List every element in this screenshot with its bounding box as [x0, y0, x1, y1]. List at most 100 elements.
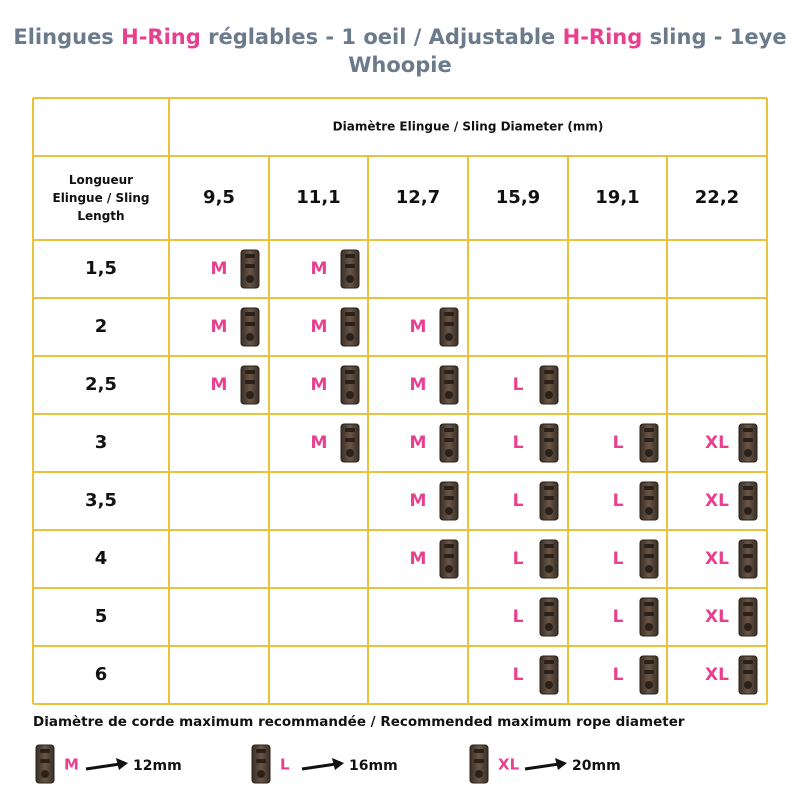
legend-size: M — [64, 756, 79, 774]
ring-slot — [743, 660, 753, 664]
ring-slot — [544, 544, 554, 548]
title-part: sling - 1eye — [642, 25, 786, 49]
ring-body — [738, 539, 758, 579]
h-ring-icon — [240, 249, 260, 289]
ring-body — [439, 365, 459, 405]
ring-slot — [743, 554, 753, 558]
ring-body — [539, 539, 559, 579]
size-label: M — [211, 317, 228, 337]
ring-eye — [744, 565, 752, 573]
h-ring-icon — [439, 423, 459, 463]
size-label: M — [311, 375, 328, 395]
ring-body — [738, 597, 758, 637]
size-label: M — [311, 317, 328, 337]
ring-slot — [743, 438, 753, 442]
column-header: 11,1 — [296, 187, 340, 208]
size-label: XL — [705, 433, 729, 453]
legend-arrowhead — [116, 758, 128, 770]
ring-slot — [345, 312, 355, 316]
ring-slot — [743, 428, 753, 432]
h-ring-icon — [240, 307, 260, 347]
ring-eye — [645, 565, 653, 573]
legend-value: 16mm — [349, 758, 398, 774]
ring-eye — [346, 333, 354, 341]
h-ring-icon — [539, 423, 559, 463]
ring-slot — [245, 370, 255, 374]
ring-eye — [744, 623, 752, 631]
ring-slot — [444, 428, 454, 432]
title-line1: Elingues H-Ring réglables - 1 oeil / Adj… — [13, 25, 786, 49]
h-ring-icon — [340, 307, 360, 347]
size-label: L — [513, 433, 524, 453]
row-header: 3,5 — [85, 490, 117, 511]
ring-eye — [545, 565, 553, 573]
ring-eye — [744, 681, 752, 689]
ring-slot — [544, 428, 554, 432]
title-part: réglables - 1 oeil / Adjustable — [201, 25, 563, 49]
h-ring-icon — [539, 655, 559, 695]
ring-eye — [475, 770, 483, 778]
row-header: 2,5 — [85, 374, 117, 395]
table: Diamètre Elingue / Sling Diameter (mm) Lo… — [32, 97, 768, 705]
h-ring-icon — [639, 423, 659, 463]
title-highlight: H-Ring — [121, 25, 201, 49]
ring-eye — [346, 449, 354, 457]
ring-body — [340, 307, 360, 347]
ring-body — [240, 365, 260, 405]
ring-slot — [256, 759, 266, 763]
ring-body — [469, 744, 489, 784]
ring-slot — [345, 428, 355, 432]
size-label: XL — [705, 607, 729, 627]
h-ring-icon — [240, 365, 260, 405]
ring-body — [639, 481, 659, 521]
ring-eye — [545, 449, 553, 457]
ring-slot — [644, 428, 654, 432]
h-ring-icon — [539, 597, 559, 637]
h-ring-icon — [439, 539, 459, 579]
h-ring-icon — [639, 597, 659, 637]
ring-slot — [345, 264, 355, 268]
size-label: XL — [705, 665, 729, 685]
ring-slot — [544, 670, 554, 674]
h-ring-icon — [469, 744, 489, 784]
size-label: M — [410, 317, 427, 337]
ring-slot — [644, 612, 654, 616]
ring-body — [738, 655, 758, 695]
h-ring-icon — [639, 539, 659, 579]
size-label: L — [613, 491, 624, 511]
ring-slot — [444, 554, 454, 558]
ring-slot — [644, 486, 654, 490]
ring-slot — [40, 759, 50, 763]
ring-slot — [743, 670, 753, 674]
size-label: L — [613, 433, 624, 453]
ring-eye — [41, 770, 49, 778]
ring-body — [639, 539, 659, 579]
row-header: 3 — [95, 432, 108, 453]
h-ring-icon — [340, 423, 360, 463]
ring-slot — [245, 322, 255, 326]
h-ring-icon — [539, 481, 559, 521]
ring-body — [439, 423, 459, 463]
ring-slot — [743, 544, 753, 548]
size-label: M — [410, 549, 427, 569]
ring-body — [738, 481, 758, 521]
ring-eye — [645, 449, 653, 457]
size-label: M — [311, 433, 328, 453]
size-label: M — [211, 375, 228, 395]
size-label: XL — [705, 549, 729, 569]
ring-slot — [345, 254, 355, 258]
column-header: 19,1 — [595, 187, 639, 208]
ring-body — [35, 744, 55, 784]
row-header: 5 — [95, 606, 108, 627]
size-label: M — [410, 433, 427, 453]
ring-body — [539, 365, 559, 405]
ring-eye — [645, 681, 653, 689]
legend-title: Diamètre de corde maximum recommandée / … — [33, 714, 685, 730]
ring-eye — [445, 333, 453, 341]
column-header: 9,5 — [203, 187, 235, 208]
ring-body — [539, 423, 559, 463]
ring-slot — [345, 438, 355, 442]
ring-slot — [544, 612, 554, 616]
ring-eye — [744, 507, 752, 515]
size-label: L — [513, 549, 524, 569]
